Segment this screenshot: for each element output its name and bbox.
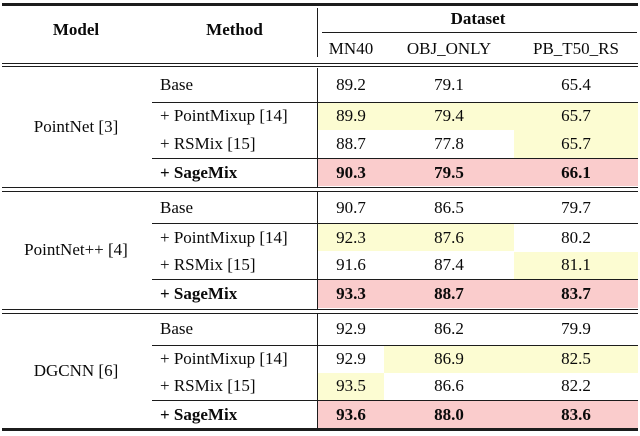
value-cell: 93.5 [318,372,384,401]
table-row: Base 92.9 86.2 79.9 [0,314,640,345]
column-header-obj-only: OBJ_ONLY [406,38,492,58]
mid-rule [152,279,638,281]
value-cell: 82.2 [561,376,591,396]
value-cell: 91.6 [336,255,366,275]
model-label-pointnetpp: PointNet++ [4] [24,240,128,260]
mid-rule [152,344,638,346]
table-row: Base 90.7 86.5 79.7 [0,192,640,223]
vertical-separator [316,8,318,57]
table-row-sagemix: + SageMix 93.3 88.7 83.7 [0,280,640,309]
column-header-mn40: MN40 [328,38,374,58]
value-cell: 86.5 [434,197,464,217]
vertical-separator [316,313,318,428]
table-row: Base 89.2 79.1 65.4 [0,68,640,102]
method-label: + RSMix [15] [160,376,256,396]
block2-double-rule-a [2,308,638,310]
value-cell: 86.6 [434,376,464,396]
value-cell: 86.9 [384,345,514,373]
table-row: + PointMixup [14] 89.9 79.4 65.7 [0,102,640,131]
value-cell: 90.7 [336,197,366,217]
value-cell: 77.8 [434,134,464,154]
value-cell: 66.1 [514,159,638,187]
block1-double-rule-b [2,190,638,192]
table-row: + RSMix [15] 88.7 77.8 65.7 [0,130,640,158]
method-label: + SageMix [160,404,238,424]
value-cell: 81.1 [514,251,638,280]
bottom-rule [2,428,638,431]
block1-double-rule-a [2,186,638,188]
value-cell: 87.6 [384,224,514,252]
value-cell: 92.9 [336,319,366,339]
top-rule [2,3,638,6]
vertical-separator [316,192,318,309]
table-row-sagemix: + SageMix 90.3 79.5 66.1 [0,159,640,187]
table-row: + RSMix [15] 93.5 86.6 82.2 [0,372,640,401]
dataset-cmidrule [322,31,637,33]
method-label: + RSMix [15] [160,255,256,275]
column-header-pb-t50-rs: PB_T50_RS [533,38,619,58]
column-header-dataset: Dataset [450,8,506,28]
table-row: + PointMixup [14] 92.9 86.9 82.5 [0,345,640,373]
table-row: + RSMix [15] 91.6 87.4 81.1 [0,251,640,280]
value-cell: 93.3 [318,280,384,309]
value-cell: 93.6 [318,401,384,428]
value-cell: 79.4 [384,102,514,131]
method-label: + PointMixup [14] [160,106,288,126]
model-label-pointnet: PointNet [3] [33,117,119,137]
column-header-method: Method [206,20,263,39]
header-double-rule-b [2,66,638,68]
table-row: + PointMixup [14] 92.3 87.6 80.2 [0,224,640,252]
value-cell: 88.7 [384,280,514,309]
block2-double-rule-b [2,312,638,314]
vertical-separator [316,68,318,187]
value-cell: 92.3 [318,224,384,252]
table-row-sagemix: + SageMix 93.6 88.0 83.6 [0,401,640,428]
value-cell: 79.7 [561,197,591,217]
value-cell: 83.7 [514,280,638,309]
value-cell: 80.2 [561,227,591,247]
method-label: + SageMix [160,162,238,182]
value-cell: 89.2 [336,74,366,94]
value-cell: 88.0 [384,401,514,428]
header-double-rule-a [2,63,638,65]
method-label: + RSMix [15] [160,134,256,154]
value-cell: 65.7 [514,102,638,131]
value-cell: 82.5 [514,345,638,373]
value-cell: 87.4 [434,255,464,275]
value-cell: 92.9 [336,349,366,369]
value-cell: 88.7 [336,134,366,154]
mid-rule [152,223,638,225]
value-cell: 79.5 [384,159,514,187]
method-label: Base [160,197,194,217]
method-label: Base [160,74,194,94]
model-label-dgcnn: DGCNN [6] [33,360,119,380]
method-label: + PointMixup [14] [160,227,288,247]
mid-rule [152,101,638,103]
method-label: + PointMixup [14] [160,349,288,369]
method-label: Base [160,319,194,339]
mid-rule [152,158,638,160]
value-cell: 89.9 [318,102,384,131]
mid-rule [152,400,638,402]
value-cell: 65.7 [514,130,638,158]
value-cell: 65.4 [561,74,591,94]
value-cell: 83.6 [514,401,638,428]
value-cell: 86.2 [434,319,464,339]
method-label: + SageMix [160,284,238,304]
value-cell: 79.9 [561,319,591,339]
value-cell: 79.1 [434,74,464,94]
column-header-model: Model [52,20,100,39]
value-cell: 90.3 [318,159,384,187]
